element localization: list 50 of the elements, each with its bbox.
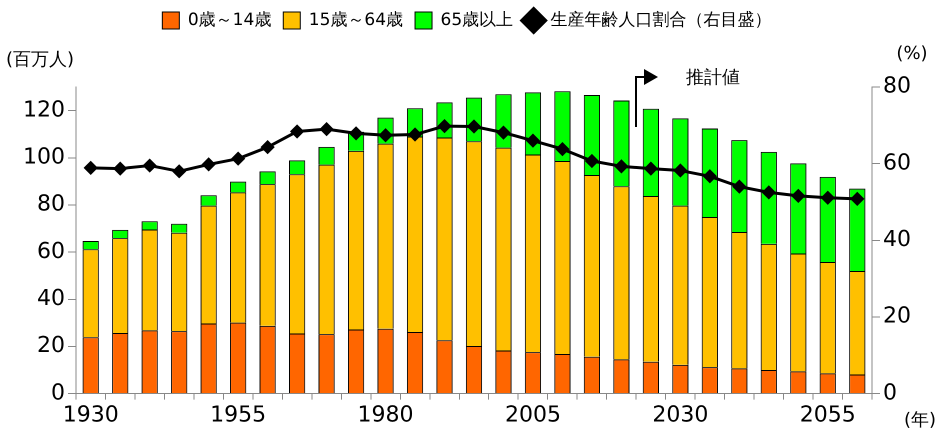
- point: [232, 152, 245, 166]
- y2-tick-label: 80: [883, 74, 912, 99]
- point: [585, 154, 598, 168]
- annotation: 推計値: [686, 67, 740, 88]
- y2-tick-label: 20: [883, 304, 912, 329]
- point: [674, 164, 687, 178]
- point: [143, 159, 156, 172]
- legend-label: 15歳～64歳: [308, 10, 404, 30]
- x-tick-label: 2030: [652, 402, 708, 428]
- y-tick-label: 0: [50, 380, 65, 406]
- y2-tick-label: 60: [883, 150, 912, 176]
- y-tick-label: 120: [22, 97, 65, 122]
- x-tick-label: 1955: [210, 402, 266, 428]
- point: [556, 142, 569, 156]
- x-tick-label: 2055: [800, 402, 856, 428]
- point: [114, 162, 127, 176]
- point: [320, 122, 334, 136]
- y2-axis-title: (%): [896, 43, 928, 64]
- point: [261, 140, 274, 154]
- legend-label: 生産年齢人口割合（右目盛）: [550, 10, 772, 30]
- point: [732, 180, 746, 194]
- point: [821, 191, 834, 204]
- y-tick-label: 80: [36, 192, 65, 217]
- x-tick-label: 1930: [62, 402, 119, 428]
- point: [172, 164, 186, 178]
- point: [614, 160, 628, 173]
- y-tick-label: 20: [36, 333, 65, 358]
- y-tick-label: 100: [22, 144, 65, 170]
- y-tick-label: 60: [36, 238, 65, 264]
- point: [703, 170, 716, 183]
- point: [202, 158, 216, 171]
- x-axis-title: (年): [904, 410, 936, 431]
- point: [84, 161, 98, 174]
- x-tick-label: 2005: [504, 402, 561, 428]
- point: [408, 128, 422, 142]
- x-tick-label: 1980: [358, 402, 414, 428]
- point: [762, 186, 776, 199]
- legend-label: 0歳～14歳: [188, 10, 272, 30]
- point: [644, 162, 658, 176]
- point: [526, 134, 540, 148]
- y-axis-title: (百万人): [6, 49, 74, 70]
- point: [850, 192, 864, 206]
- y2-tick-label: 40: [883, 227, 912, 252]
- y-tick-label: 40: [36, 286, 65, 311]
- point: [496, 126, 510, 140]
- point: [290, 124, 304, 138]
- point: [792, 189, 805, 202]
- y2-tick-label: 0: [883, 380, 898, 406]
- point: [350, 126, 363, 140]
- legend-label: 65歳以上: [440, 10, 514, 30]
